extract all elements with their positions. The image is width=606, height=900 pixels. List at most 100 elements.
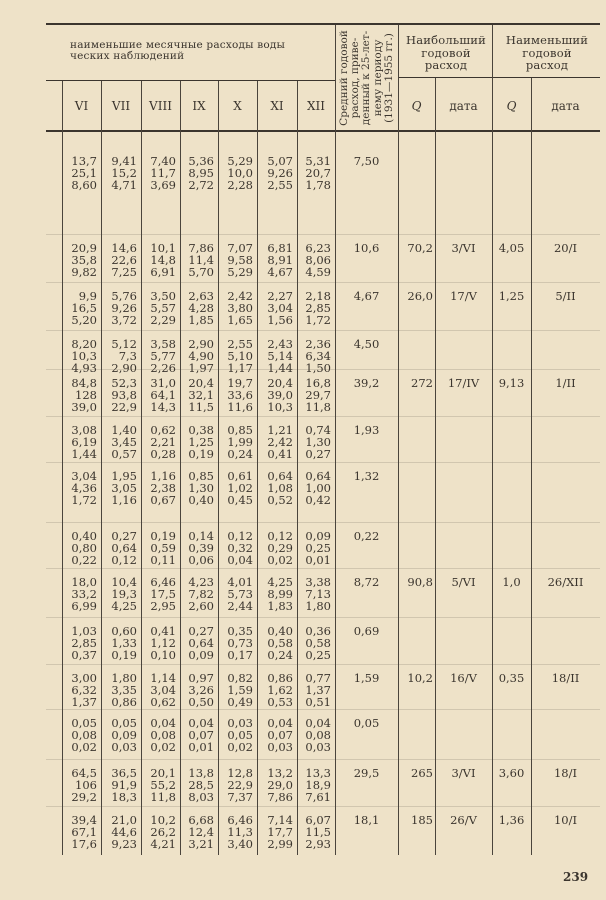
max-month-value: 1,00: [305, 480, 331, 495]
min-month-value: 0,11: [150, 552, 176, 567]
month-cell: 21,0 44,6 9,23: [101, 813, 141, 850]
max-month-value: 0,08: [71, 727, 97, 742]
month-cell: 2,18 2,85 1,72: [297, 290, 335, 326]
mean-month-value: 3,58: [150, 337, 176, 351]
mean-month-value: 1,95: [111, 469, 137, 483]
mean-month-value: 0,04: [150, 716, 176, 730]
max-month-value: 39,0: [267, 387, 293, 402]
min-month-value: 7,25: [111, 264, 137, 279]
min-month-value: 1,72: [71, 492, 97, 507]
min-month-value: 10,3: [267, 399, 293, 414]
min-month-value: 2,60: [188, 598, 214, 613]
month-cell: 19,7 33,6 11,6: [218, 377, 257, 414]
mean-annual-flow: 4,67: [353, 289, 380, 303]
header-divider-left: [46, 80, 335, 81]
month-cell: 0,97 3,26 0,50: [180, 672, 218, 708]
max-month-value: 35,8: [71, 252, 97, 267]
mean-month-value: 0,61: [227, 469, 253, 483]
mean-month-value: 10,4: [111, 575, 137, 589]
min-month-value: 7,86: [267, 789, 293, 804]
min-month-value: 2,72: [188, 177, 214, 192]
max-annual-q: 10,2: [407, 671, 433, 685]
min-month-value: 0,24: [267, 647, 293, 662]
max-month-value: 12,4: [188, 824, 214, 839]
column-header-min-date: дата: [551, 99, 580, 113]
min-month-value: 0,86: [111, 694, 137, 709]
mean-month-value: 39,4: [71, 813, 97, 827]
mean-title-line: нему периоду: [371, 39, 384, 117]
month-cell: 3,58 5,77 2,26: [141, 337, 180, 374]
row-separator: [46, 462, 600, 463]
month-cell: 2,43 5,14 1,44: [257, 338, 297, 374]
min-month-value: 11,6: [227, 399, 253, 414]
month-cell: 2,55 5,10 1,17: [218, 337, 257, 374]
min-annual-date: 18/I: [553, 766, 578, 780]
month-cell: 5,29 10,0 2,28: [218, 155, 257, 191]
max-month-value: 0,58: [267, 635, 293, 650]
max-month-value: 9,26: [111, 300, 137, 315]
min-month-value: 4,21: [150, 836, 176, 851]
max-annual-date: 17/IV: [447, 376, 480, 390]
month-cell: 20,4 39,0 10,3: [257, 377, 297, 414]
month-cell: 2,90 4,90 1,97: [180, 338, 218, 374]
max-month-value: 16,5: [71, 300, 97, 315]
month-cell: 9,41 15,2 4,71: [101, 155, 141, 192]
max-month-value: 5,14: [267, 348, 293, 363]
mean-month-value: 2,63: [188, 289, 214, 303]
min-month-value: 11,5: [188, 399, 214, 414]
month-cell: 0,12 0,29 0,02: [257, 530, 297, 566]
min-month-value: 1,56: [267, 312, 293, 327]
mean-month-value: 0,74: [305, 423, 331, 437]
max-month-value: 0,07: [188, 727, 214, 742]
mean-month-value: 1,03: [71, 624, 97, 638]
month-cell: 7,40 11,7 3,69: [141, 154, 180, 191]
min-month-value: 4,71: [111, 177, 137, 192]
max-month-value: 19,3: [111, 586, 137, 601]
mean-month-value: 0,41: [150, 624, 176, 638]
mean-month-value: 7,40: [150, 154, 176, 168]
mean-month-value: 0,60: [111, 624, 137, 638]
month-cell: 5,31 20,7 1,78: [297, 155, 335, 191]
min-month-value: 0,42: [305, 492, 331, 507]
mean-month-value: 0,04: [305, 716, 331, 730]
mean-month-value: 0,85: [188, 469, 214, 483]
column-divider: [335, 25, 337, 855]
max-month-value: 67,1: [71, 824, 97, 839]
min-month-value: 0,53: [267, 694, 293, 709]
month-cell: 8,20 10,3 4,93: [62, 338, 101, 374]
month-cell: 2,27 3,04 1,56: [257, 290, 297, 327]
min-month-value: 11,8: [305, 399, 331, 414]
mean-month-value: 21,0: [111, 813, 137, 827]
max-month-value: 6,32: [71, 682, 97, 697]
month-cell: 0,09 0,25 0,01: [297, 530, 335, 566]
mean-month-value: 1,14: [150, 671, 176, 685]
max-month-value: 20,7: [305, 165, 331, 180]
mean-annual-flow: 1,59: [353, 671, 380, 685]
max-month-value: 3,35: [111, 682, 137, 697]
mean-month-value: 13,8: [188, 766, 214, 780]
max-month-value: 1,33: [111, 635, 137, 650]
month-cell: 0,04 0,08 0,02: [141, 716, 180, 753]
max-month-value: 22,9: [227, 777, 253, 792]
max-month-value: 0,08: [305, 727, 331, 742]
max-annual-q: 185: [411, 813, 433, 827]
max-month-value: 0,07: [267, 727, 293, 742]
max-month-value: 15,2: [111, 165, 137, 180]
max-month-value: 9,26: [267, 165, 293, 180]
mean-month-value: 1,16: [150, 469, 176, 483]
mean-month-value: 2,55: [227, 337, 253, 351]
mean-month-value: 18,0: [71, 575, 97, 589]
column-divider: [257, 81, 259, 855]
min-title-line: Наименьший: [505, 33, 589, 47]
max-month-value: 44,6: [111, 824, 137, 839]
max-month-value: 3,26: [188, 682, 214, 697]
max-annual-q: 90,8: [407, 575, 433, 589]
max-month-value: 2,85: [71, 635, 97, 650]
month-cell: 10,4 19,3 4,25: [101, 575, 141, 612]
month-cell: 10,1 14,8 6,91: [141, 242, 180, 278]
min-month-value: 5,29: [227, 264, 253, 279]
max-month-value: 128: [75, 387, 97, 402]
max-month-value: 0,29: [267, 540, 293, 555]
month-cell: 0,64 1,08 0,52: [257, 470, 297, 506]
mean-month-value: 0,35: [227, 624, 253, 638]
